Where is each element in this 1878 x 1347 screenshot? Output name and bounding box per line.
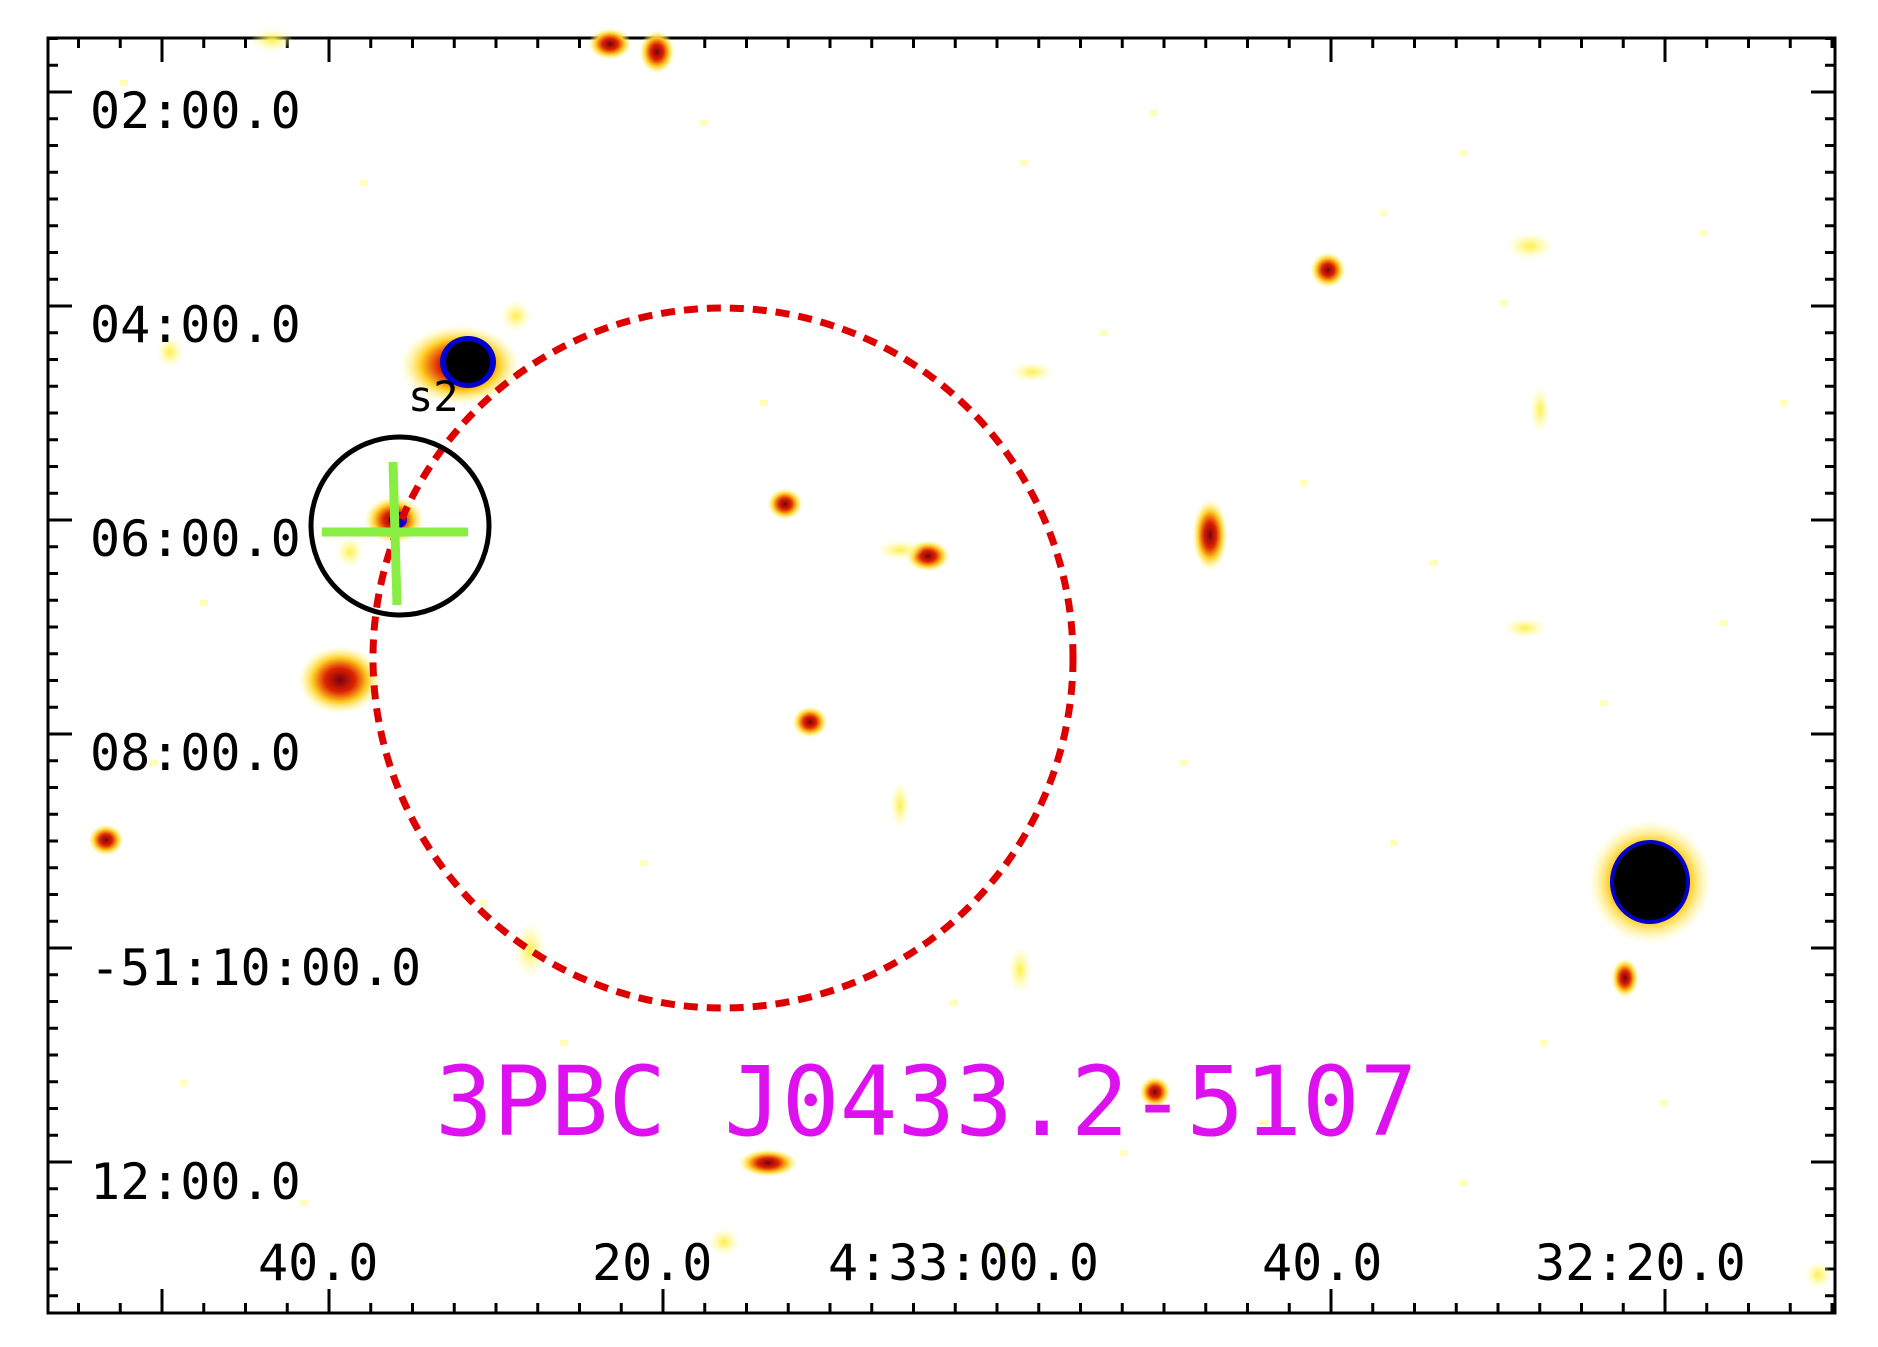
source-spot — [298, 646, 382, 714]
noise-speck — [200, 600, 208, 606]
dec-label: 04:00.0 — [90, 296, 301, 354]
error-ellipse — [369, 304, 1077, 1012]
source-spot — [767, 488, 803, 520]
source-spot — [1010, 362, 1054, 382]
source-spot — [588, 28, 632, 60]
noise-speck — [1260, 1120, 1268, 1126]
source-spot — [1310, 252, 1346, 288]
noise-speck — [120, 80, 128, 86]
noise-speck — [1120, 1150, 1128, 1156]
source-spot — [156, 336, 184, 368]
circle-marker — [308, 434, 492, 618]
source-label-s2: s2 — [408, 372, 459, 421]
source-spot — [890, 781, 910, 829]
ra-label: 40.0 — [258, 1234, 378, 1292]
dec-label: 08:00.0 — [90, 724, 301, 782]
source-spot — [639, 30, 675, 74]
noise-speck — [1540, 1040, 1548, 1046]
source-spot — [500, 300, 532, 332]
source-spot — [1804, 1261, 1832, 1289]
noise-speck — [1100, 330, 1108, 336]
noise-speck — [1020, 160, 1028, 166]
axis-ticks — [48, 37, 1835, 1313]
source-spot — [88, 824, 124, 856]
bright-source-s2 — [400, 325, 520, 405]
source-spot — [1192, 499, 1228, 571]
noise-speck — [150, 760, 158, 766]
noise-speck — [180, 1080, 188, 1086]
source-spot — [1530, 386, 1550, 434]
source-spot — [1008, 946, 1032, 994]
source-spot — [1506, 232, 1554, 260]
dec-label: 02:00.0 — [90, 82, 301, 140]
noise-speck — [1180, 760, 1188, 766]
crosshair-icon — [322, 461, 468, 606]
ra-label: 4:33:00.0 — [828, 1234, 1099, 1292]
faint-sources — [120, 80, 1788, 1256]
noise-speck — [1660, 1100, 1668, 1106]
source-spot — [1139, 1076, 1171, 1108]
dec-label: -51:10:00.0 — [90, 939, 421, 997]
source-spot — [250, 28, 294, 52]
noise-speck — [700, 120, 708, 126]
noise-speck — [1150, 110, 1158, 116]
source-title: 3PBC J0433.2-5107 — [435, 1046, 1418, 1158]
noise-speck — [1390, 840, 1398, 846]
ra-label: 32:20.0 — [1535, 1234, 1746, 1292]
noise-speck — [950, 1000, 958, 1006]
noise-speck — [1430, 560, 1438, 566]
noise-speck — [1300, 480, 1308, 486]
noise-speck — [1500, 300, 1508, 306]
noise-speck — [760, 400, 768, 406]
ra-label: 20.0 — [592, 1234, 712, 1292]
noise-speck — [1460, 150, 1468, 156]
dec-label: 12:00.0 — [90, 1153, 301, 1211]
noise-speck — [640, 860, 648, 866]
noise-speck — [1000, 1250, 1008, 1256]
bright-source-lower-right — [1588, 820, 1712, 944]
noise-speck — [1780, 400, 1788, 406]
source-spot — [514, 922, 546, 978]
detected-sources — [88, 28, 1832, 1289]
source-spot — [738, 1149, 798, 1177]
source-spot — [792, 706, 828, 738]
noise-speck — [1380, 210, 1388, 216]
noise-speck — [1600, 700, 1608, 706]
dec-label: 06:00.0 — [90, 510, 301, 568]
noise-speck — [1700, 230, 1708, 236]
noise-speck — [1460, 1180, 1468, 1186]
noise-speck — [560, 1040, 568, 1046]
ra-label: 40.0 — [1262, 1234, 1382, 1292]
noise-speck — [360, 180, 368, 186]
source-spot — [1503, 618, 1547, 638]
source-spot — [1611, 958, 1639, 998]
noise-speck — [1720, 620, 1728, 626]
noise-speck — [480, 900, 488, 906]
source-spot — [708, 1228, 740, 1256]
noise-speck — [300, 1200, 308, 1206]
source-spot — [876, 540, 924, 560]
